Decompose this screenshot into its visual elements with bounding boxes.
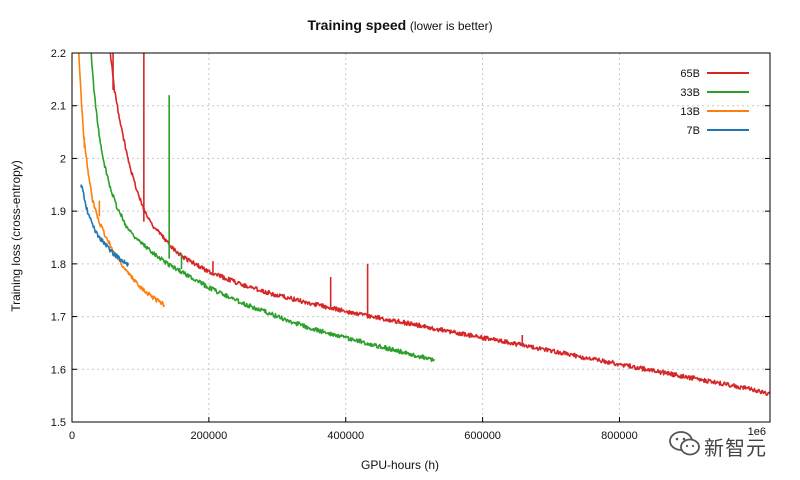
- spike-layer: [83, 53, 524, 346]
- y-tick-label: 2.2: [51, 48, 66, 60]
- watermark-text: 新智元: [704, 436, 767, 460]
- legend-label-33B: 33B: [680, 87, 700, 99]
- x-tick-label: 400000: [327, 430, 364, 442]
- wechat-icon: [669, 431, 700, 456]
- y-tick-label: 1.5: [51, 417, 66, 429]
- series-line-33B: [90, 53, 436, 363]
- legend: 65B 33B 13B 7B: [680, 68, 749, 137]
- series-line-13B: [78, 53, 166, 308]
- legend-label-65B: 65B: [680, 68, 700, 80]
- x-tick-label: 0: [69, 430, 75, 442]
- x-tick-label: 600000: [464, 430, 501, 442]
- y-axis-label: Training loss (cross-entropy): [9, 160, 23, 312]
- grid-layer: [72, 53, 770, 422]
- legend-label-13B: 13B: [680, 106, 700, 118]
- y-tick-label: 1.8: [51, 259, 66, 271]
- chart-subtitle: (lower is better): [409, 19, 493, 33]
- chart-title: Training speed (lower is better): [0, 17, 800, 33]
- chart-title-main: Training speed: [307, 17, 407, 33]
- x-tick-label: 200000: [191, 430, 228, 442]
- tick-layer: 0 200000 400000 600000 800000 1e6 1.5 1.6 1.7 1.8…: [51, 48, 770, 442]
- y-tick-label: 1.6: [51, 364, 66, 376]
- watermark: 新智元: [668, 426, 780, 462]
- x-axis-label: GPU-hours (h): [360, 458, 440, 472]
- y-tick-label: 2: [60, 153, 66, 165]
- series-line-7B: [80, 184, 129, 267]
- series-layer: [78, 53, 770, 397]
- plot-frame: [71, 52, 771, 423]
- x-tick-label: 800000: [601, 430, 638, 442]
- series-line-65B: [109, 53, 770, 397]
- y-tick-label: 2.1: [51, 101, 66, 113]
- legend-label-7B: 7B: [687, 125, 700, 137]
- x-exponent-label: 1e6: [748, 426, 766, 438]
- y-tick-label: 1.9: [51, 206, 66, 218]
- y-tick-label: 1.7: [51, 312, 66, 324]
